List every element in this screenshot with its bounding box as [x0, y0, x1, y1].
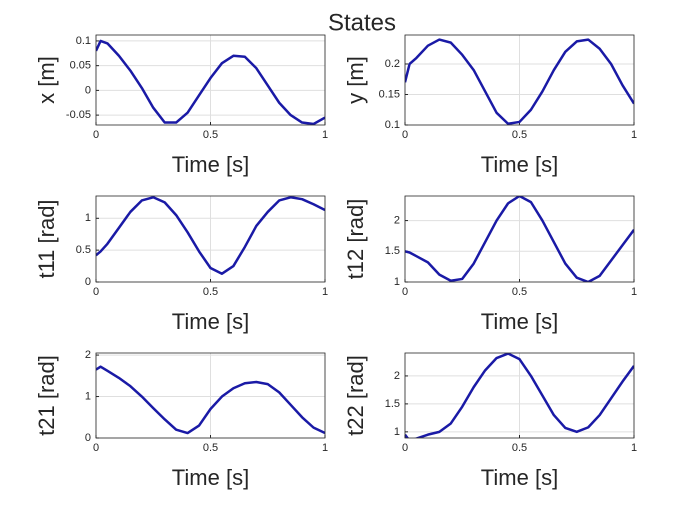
subplot: 0 0.5 1 1 1.5 2 Time [s] t22 [rad]	[343, 352, 637, 490]
x-axis-label: Time [s]	[481, 309, 558, 334]
x-tick-label: 0	[93, 442, 99, 454]
axes-frame	[95, 34, 326, 126]
x-tick-label: 1	[631, 286, 637, 298]
y-axis-label: y [m]	[343, 56, 368, 104]
subplot: 0 0.5 1 0 1 2 Time [s] t21 [rad]	[34, 349, 328, 490]
plot-lines	[405, 38, 634, 125]
y-tick-label: 0	[85, 84, 91, 96]
y-tick-label: 1	[85, 390, 91, 402]
x-tick-label: 0.5	[203, 442, 218, 454]
y-tick-label: 0.5	[76, 244, 91, 256]
y-tick-label: 0.1	[76, 35, 91, 47]
y-tick-label: 0.05	[70, 60, 91, 72]
figure-title: States	[328, 9, 396, 36]
axes-frame	[95, 352, 326, 439]
y-tick-label: 2	[394, 214, 400, 226]
axes-frame	[95, 195, 326, 283]
y-tick-label: 1	[394, 426, 400, 438]
plot-lines	[96, 196, 325, 275]
axes-frame	[404, 352, 635, 439]
data-line	[96, 39, 325, 125]
x-tick-label: 0.5	[203, 286, 218, 298]
data-line	[405, 196, 634, 282]
subplot: 0 0.5 1 0.1 0.15 0.2 Time [s] y [m]	[343, 34, 637, 177]
y-tick-label: 0	[85, 276, 91, 288]
y-tick-label: 0.2	[385, 58, 400, 70]
plot-lines	[96, 365, 325, 435]
plot-lines	[405, 196, 634, 282]
x-axis-label: Time [s]	[172, 465, 249, 490]
data-line	[405, 38, 634, 125]
subplot: 0 0.5 1 0 0.5 1 Time [s] t11 [rad]	[34, 195, 328, 334]
x-axis-label: Time [s]	[481, 152, 558, 177]
data-line	[96, 196, 325, 275]
y-tick-label: 0.15	[379, 88, 400, 100]
x-tick-label: 0	[93, 129, 99, 141]
data-line	[96, 365, 325, 435]
y-axis-label: t22 [rad]	[343, 355, 368, 436]
x-tick-label: 1	[631, 129, 637, 141]
x-tick-label: 0.5	[512, 286, 527, 298]
subplot: 0 0.5 1 1 1.5 2 Time [s] t12 [rad]	[343, 195, 637, 334]
x-tick-label: 1	[322, 442, 328, 454]
y-axis-label: t21 [rad]	[34, 355, 59, 436]
y-tick-label: 0	[85, 432, 91, 444]
x-axis-label: Time [s]	[172, 152, 249, 177]
y-axis-label: t12 [rad]	[343, 199, 368, 280]
x-tick-label: 0	[93, 286, 99, 298]
y-tick-label: 2	[85, 349, 91, 361]
x-tick-label: 0.5	[203, 129, 218, 141]
y-tick-label: 1.5	[385, 245, 400, 257]
x-tick-label: 0	[402, 442, 408, 454]
plot-lines	[96, 39, 325, 125]
axes-frame	[404, 34, 635, 126]
y-tick-label: 0.1	[385, 119, 400, 131]
data-line	[405, 353, 634, 438]
x-tick-label: 0	[402, 286, 408, 298]
y-tick-label: 1.5	[385, 398, 400, 410]
y-axis-label: x [m]	[34, 56, 59, 104]
x-tick-label: 0	[402, 129, 408, 141]
axes-frame	[404, 195, 635, 283]
y-tick-label: 2	[394, 370, 400, 382]
x-axis-label: Time [s]	[172, 309, 249, 334]
x-tick-label: 0.5	[512, 129, 527, 141]
y-tick-label: -0.05	[66, 109, 91, 121]
y-tick-label: 1	[394, 276, 400, 288]
x-tick-label: 1	[631, 442, 637, 454]
y-tick-label: 1	[85, 212, 91, 224]
x-tick-label: 1	[322, 129, 328, 141]
y-axis-label: t11 [rad]	[34, 199, 59, 278]
x-axis-label: Time [s]	[481, 465, 558, 490]
x-tick-label: 1	[322, 286, 328, 298]
plot-lines	[405, 353, 634, 438]
x-tick-label: 0.5	[512, 442, 527, 454]
